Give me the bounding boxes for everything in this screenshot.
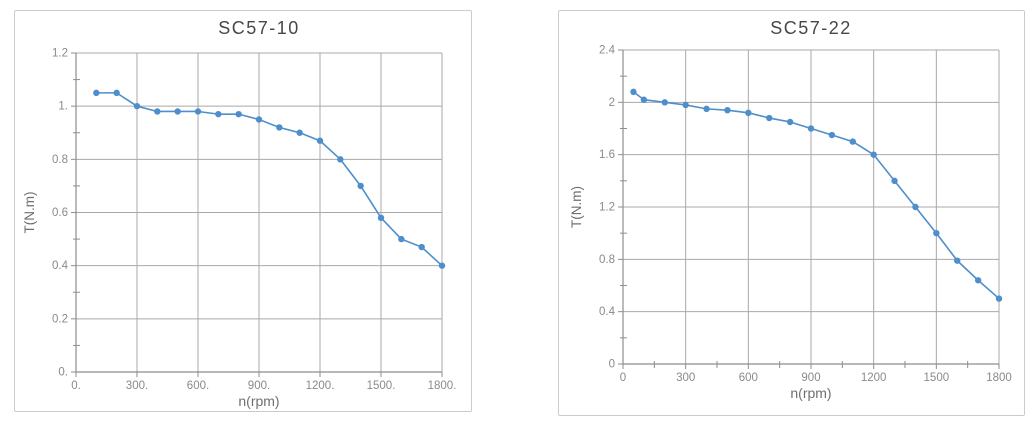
- data-series-line: [95, 92, 443, 267]
- data-point: [891, 177, 898, 185]
- y-tick-label: 0.4: [52, 260, 69, 272]
- x-tick-label: 1800.: [428, 380, 457, 392]
- data-point: [357, 182, 364, 190]
- data-point: [912, 203, 919, 211]
- data-point: [974, 277, 982, 284]
- x-tick-label: 900.: [248, 380, 270, 392]
- y-tick-label: 0.2: [52, 313, 68, 325]
- data-point: [933, 229, 940, 237]
- y-axis-title: T(N.m): [22, 192, 37, 234]
- data-point: [113, 89, 120, 97]
- data-point: [766, 114, 773, 122]
- data-point: [377, 214, 385, 222]
- data-point: [438, 262, 446, 269]
- data-point: [194, 108, 202, 115]
- x-tick-label: 900: [801, 372, 820, 384]
- data-point: [215, 110, 222, 118]
- y-tick-label: 0.4: [599, 306, 616, 318]
- x-axis-title: n(rpm): [790, 385, 831, 401]
- x-tick-label: 0: [620, 372, 626, 384]
- y-axis-title: T(N.m): [569, 186, 584, 228]
- y-tick-label: 1.2: [52, 48, 68, 60]
- chart-panel-sc57-22: SC57-22 0 300 600 900 1200 1500 1800 0 0.4 0.8 1.2…: [558, 10, 1025, 416]
- y-tick-label: 1.: [58, 101, 68, 113]
- y-tick-label: 0.: [58, 367, 68, 379]
- x-tick-label: 1200.: [306, 380, 335, 392]
- x-tick-label: 1500: [924, 372, 950, 384]
- data-point: [418, 243, 425, 251]
- x-tick-label: 600: [739, 372, 758, 384]
- y-tick-label: 2: [609, 97, 615, 109]
- y-tick-label: 0.6: [52, 207, 68, 219]
- data-point: [703, 105, 710, 113]
- data-point: [828, 131, 836, 139]
- x-tick-label: 1200: [861, 372, 887, 384]
- data-point: [995, 295, 1003, 302]
- y-tick-label: 1.2: [599, 202, 615, 214]
- data-point: [724, 106, 731, 114]
- x-tick-label: 300.: [126, 380, 148, 392]
- data-point: [870, 151, 877, 158]
- x-axis-title: n(rpm): [238, 393, 279, 409]
- x-tick-label: 300: [676, 372, 695, 384]
- data-point: [398, 235, 405, 243]
- chart-panel-sc57-10: SC57-10 0. 300. 600. 900. 1200. 1500. 1800. 0. 0…: [14, 10, 472, 412]
- data-point: [807, 125, 815, 132]
- x-tick-label: 1500.: [367, 380, 396, 392]
- y-tick-label: 1.6: [599, 149, 615, 161]
- data-point: [133, 102, 141, 110]
- data-point: [276, 124, 283, 131]
- data-point: [235, 110, 242, 118]
- x-tick-label: 600.: [187, 380, 209, 392]
- data-point: [661, 99, 668, 106]
- data-point: [174, 108, 181, 115]
- data-point: [154, 108, 161, 115]
- data-point: [255, 116, 263, 123]
- data-series-line: [632, 91, 1000, 300]
- y-tick-label: 0.8: [52, 154, 68, 166]
- y-tick-label: 0: [609, 359, 615, 371]
- data-point: [786, 118, 794, 126]
- data-point: [630, 88, 637, 96]
- y-tick-label: 0.8: [599, 254, 615, 266]
- data-point: [682, 101, 689, 109]
- data-point: [296, 129, 303, 136]
- x-tick-label: 0.: [71, 380, 81, 392]
- chart-title: SC57-10: [218, 18, 300, 38]
- torque-speed-curve-sc57-22: 0 300 600 900 1200 1500 1800 0 0.4 0.8 1.2 1.6 2 2.4 n…: [569, 45, 1012, 402]
- data-point: [849, 138, 856, 145]
- data-point: [93, 89, 100, 97]
- data-point: [640, 96, 648, 103]
- y-tick-label: 2.4: [599, 45, 616, 57]
- data-point: [337, 156, 344, 163]
- data-point: [954, 257, 961, 264]
- chart-title: SC57-22: [770, 18, 852, 38]
- x-tick-label: 1800: [986, 372, 1012, 384]
- torque-speed-curve-sc57-10: 0. 300. 600. 900. 1200. 1500. 1800. 0. 0.2 0.4 0.6…: [22, 48, 457, 410]
- data-point: [316, 137, 324, 144]
- data-point: [745, 109, 752, 117]
